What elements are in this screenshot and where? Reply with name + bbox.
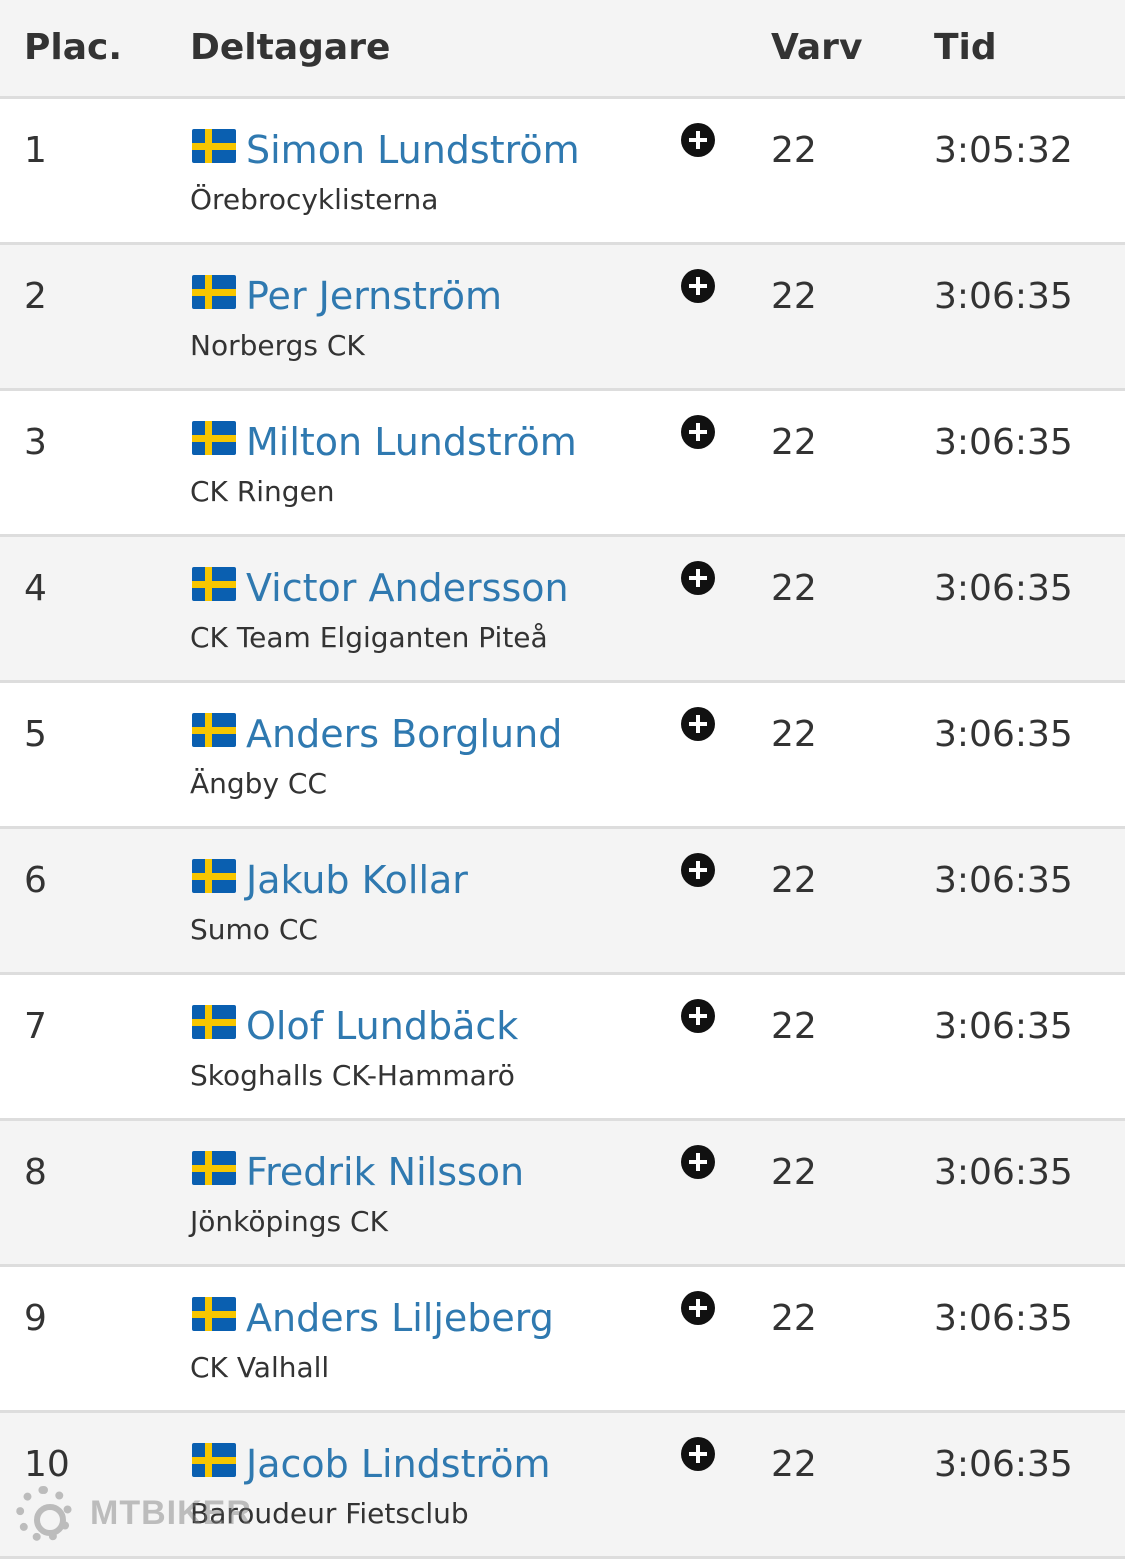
place-number: 8 — [24, 1152, 47, 1193]
sweden-flag-icon — [192, 1443, 236, 1477]
place-number: 10 — [24, 1444, 70, 1485]
table-row: 10 Jacob Lindström Baroudeur Fietsclub 22 3:… — [0, 1413, 1125, 1559]
time-value: 3:06:35 — [934, 1298, 1073, 1339]
laps-value: 22 — [771, 1298, 817, 1339]
place-number: 2 — [24, 276, 47, 317]
time-value: 3:06:35 — [934, 422, 1073, 463]
sweden-flag-icon — [192, 1151, 236, 1185]
place-number: 1 — [24, 130, 47, 171]
laps-value: 22 — [771, 130, 817, 171]
time-value: 3:06:35 — [934, 276, 1073, 317]
sweden-flag-icon — [192, 1005, 236, 1039]
laps-value: 22 — [771, 1444, 817, 1485]
gear-logo-icon — [16, 1486, 72, 1542]
plus-circle-icon[interactable] — [681, 561, 715, 595]
participant-name-link[interactable]: Victor Andersson — [246, 566, 569, 610]
watermark-text: MTBIKER — [90, 1494, 252, 1532]
participant-name-link[interactable]: Anders Liljeberg — [246, 1296, 554, 1340]
header-place: Plac. — [24, 27, 123, 68]
participant-club: Ängby CC — [190, 767, 328, 800]
laps-value: 22 — [771, 860, 817, 901]
sweden-flag-icon — [192, 275, 236, 309]
time-value: 3:06:35 — [934, 568, 1073, 609]
participant-name-link[interactable]: Jacob Lindström — [246, 1442, 551, 1486]
place-number: 6 — [24, 860, 47, 901]
participant-name-link[interactable]: Jakub Kollar — [246, 858, 468, 902]
plus-circle-icon[interactable] — [681, 999, 715, 1033]
participant-name-link[interactable]: Olof Lundbäck — [246, 1004, 519, 1048]
participant-name-link[interactable]: Simon Lundström — [246, 128, 580, 172]
plus-circle-icon[interactable] — [681, 1291, 715, 1325]
place-number: 9 — [24, 1298, 47, 1339]
table-row: 5 Anders Borglund Ängby CC 22 3:06:35 — [0, 683, 1125, 829]
table-row: 7 Olof Lundbäck Skoghalls CK-Hammarö 22 3:06… — [0, 975, 1125, 1121]
participant-club: Örebrocyklisterna — [190, 183, 439, 216]
participant-club: Skoghalls CK-Hammarö — [190, 1059, 515, 1092]
plus-circle-icon[interactable] — [681, 123, 715, 157]
header-time: Tid — [934, 27, 997, 68]
participant-name-link[interactable]: Anders Borglund — [246, 712, 563, 756]
laps-value: 22 — [771, 422, 817, 463]
laps-value: 22 — [771, 276, 817, 317]
participant-club: CK Valhall — [190, 1351, 330, 1384]
plus-circle-icon[interactable] — [681, 853, 715, 887]
participant-club: Sumo CC — [190, 913, 318, 946]
place-number: 7 — [24, 1006, 47, 1047]
sweden-flag-icon — [192, 859, 236, 893]
participant-club: Norbergs CK — [190, 329, 365, 362]
time-value: 3:06:35 — [934, 1152, 1073, 1193]
table-row: 9 Anders Liljeberg CK Valhall 22 3:06:35 — [0, 1267, 1125, 1413]
place-number: 4 — [24, 568, 47, 609]
laps-value: 22 — [771, 568, 817, 609]
participant-club: CK Ringen — [190, 475, 335, 508]
laps-value: 22 — [771, 1152, 817, 1193]
sweden-flag-icon — [192, 421, 236, 455]
time-value: 3:06:35 — [934, 860, 1073, 901]
table-row: 2 Per Jernström Norbergs CK 22 3:06:35 — [0, 245, 1125, 391]
table-row: 3 Milton Lundström CK Ringen 22 3:06:35 — [0, 391, 1125, 537]
time-value: 3:06:35 — [934, 714, 1073, 755]
participant-name-link[interactable]: Fredrik Nilsson — [246, 1150, 525, 1194]
participant-name-link[interactable]: Milton Lundström — [246, 420, 577, 464]
sweden-flag-icon — [192, 1297, 236, 1331]
header-participant: Deltagare — [190, 27, 391, 68]
plus-circle-icon[interactable] — [681, 707, 715, 741]
place-number: 3 — [24, 422, 47, 463]
sweden-flag-icon — [192, 713, 236, 747]
place-number: 5 — [24, 714, 47, 755]
participant-club: Jönköpings CK — [190, 1205, 388, 1238]
plus-circle-icon[interactable] — [681, 1437, 715, 1471]
plus-circle-icon[interactable] — [681, 269, 715, 303]
participant-club: Baroudeur Fietsclub — [190, 1497, 469, 1530]
table-row: 1 Simon Lundström Örebrocyklisterna 22 3:05:… — [0, 99, 1125, 245]
plus-circle-icon[interactable] — [681, 415, 715, 449]
watermark: MTBIKER — [16, 1484, 286, 1548]
table-row: 6 Jakub Kollar Sumo CC 22 3:06:35 — [0, 829, 1125, 975]
participant-club: CK Team Elgiganten Piteå — [190, 621, 548, 654]
sweden-flag-icon — [192, 129, 236, 163]
plus-circle-icon[interactable] — [681, 1145, 715, 1179]
header-laps: Varv — [771, 27, 863, 68]
results-table-header: Plac. Deltagare Varv Tid — [0, 0, 1125, 99]
time-value: 3:06:35 — [934, 1006, 1073, 1047]
laps-value: 22 — [771, 714, 817, 755]
table-row: 4 Victor Andersson CK Team Elgiganten Pite… — [0, 537, 1125, 683]
table-row: 8 Fredrik Nilsson Jönköpings CK 22 3:06:35 — [0, 1121, 1125, 1267]
participant-name-link[interactable]: Per Jernström — [246, 274, 503, 318]
laps-value: 22 — [771, 1006, 817, 1047]
sweden-flag-icon — [192, 567, 236, 601]
time-value: 3:06:35 — [934, 1444, 1073, 1485]
time-value: 3:05:32 — [934, 130, 1073, 171]
